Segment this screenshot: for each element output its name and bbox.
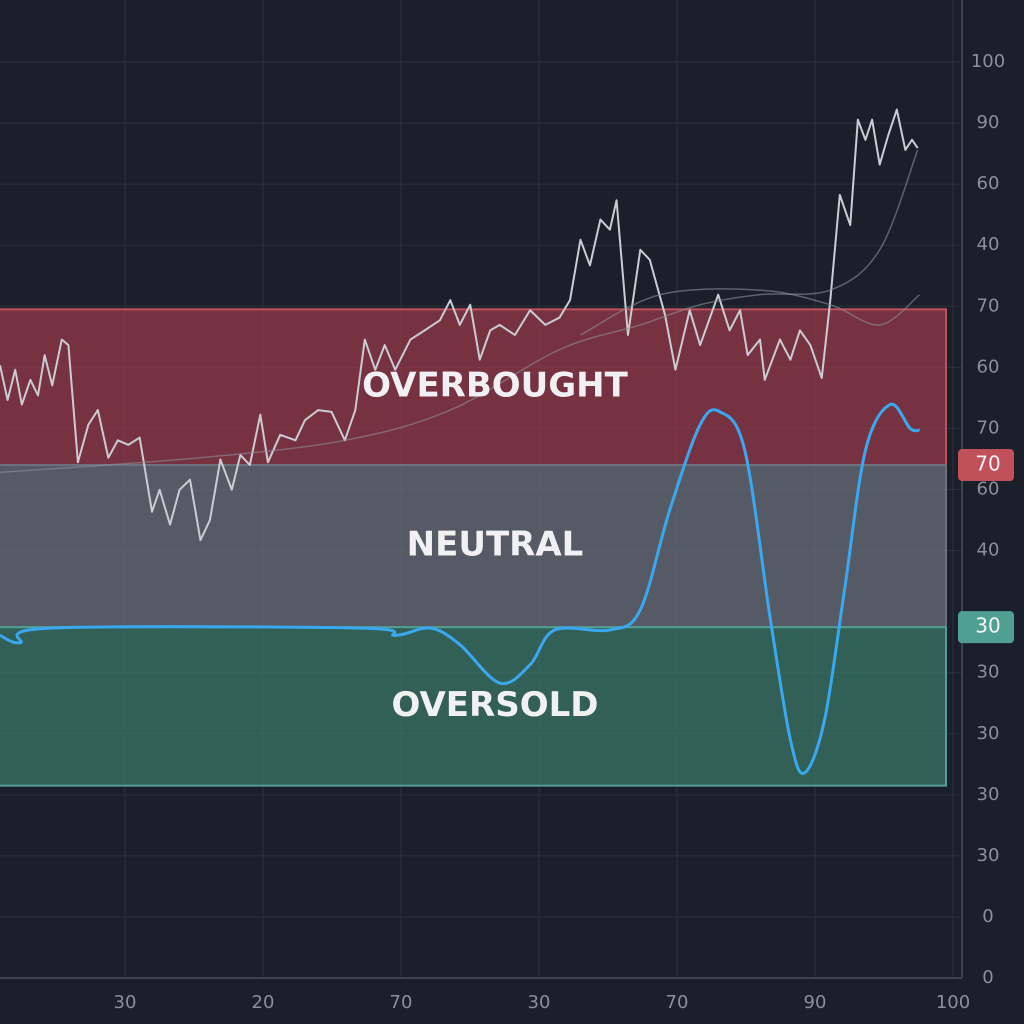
- y-tick-label: 60: [977, 173, 1000, 194]
- x-tick-label: 30: [528, 992, 551, 1013]
- y-tick-label: 70: [977, 417, 1000, 438]
- level-badge-label: 30: [975, 614, 1000, 638]
- y-tick-label: 40: [977, 540, 1000, 561]
- y-tick-label: 0: [982, 967, 993, 988]
- x-tick-label: 90: [804, 992, 827, 1013]
- y-tick-label: 60: [977, 478, 1000, 499]
- y-tick-label: 70: [977, 295, 1000, 316]
- series-line: [580, 288, 921, 336]
- y-tick-label: 30: [977, 784, 1000, 805]
- y-tick-label: 90: [977, 112, 1000, 133]
- zone-band: [0, 308, 947, 467]
- zone-band: [0, 626, 947, 787]
- level-badge-label: 70: [975, 452, 1000, 476]
- y-tick-label: 30: [977, 662, 1000, 683]
- x-tick-label: 70: [390, 992, 413, 1013]
- x-tick-label: 100: [936, 992, 970, 1013]
- series-line: [0, 149, 919, 474]
- series-line: [0, 108, 919, 542]
- level-badge: [958, 611, 1014, 644]
- x-tick-label: 30: [114, 992, 137, 1013]
- zone-label: OVERBOUGHT: [362, 366, 628, 406]
- x-tick-label: 70: [666, 992, 689, 1013]
- x-tick-label: 20: [252, 992, 275, 1013]
- y-tick-label: 40: [977, 234, 1000, 255]
- y-tick-label: 30: [977, 845, 1000, 866]
- zone-label: OVERSOLD: [392, 685, 599, 725]
- y-tick-label: 100: [971, 51, 1005, 72]
- y-tick-label: 30: [977, 723, 1000, 744]
- level-badge: [958, 449, 1014, 482]
- y-tick-label: 0: [982, 906, 993, 927]
- y-tick-label: 60: [977, 356, 1000, 377]
- zone-label: NEUTRAL: [407, 525, 584, 565]
- series-line: [0, 402, 920, 775]
- zone-band: [0, 464, 947, 629]
